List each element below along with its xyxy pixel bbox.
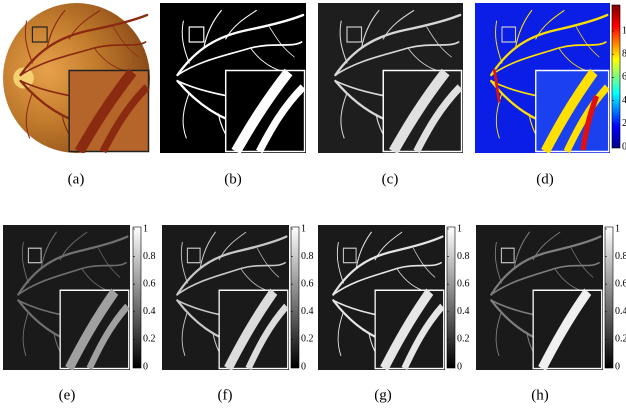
colorbar-tick-label: 0 bbox=[622, 141, 626, 152]
panel-label: (h) bbox=[531, 387, 549, 403]
colorbar-tick-label: 1 bbox=[143, 223, 148, 234]
panel-image bbox=[318, 3, 463, 153]
panel-label: (c) bbox=[382, 171, 399, 187]
panel-label: (e) bbox=[59, 387, 76, 403]
colorbar-tick-label: 0 bbox=[143, 361, 148, 372]
colorbar-tick-label: 0 bbox=[457, 361, 462, 372]
colorbar-tick-label: 10 bbox=[622, 25, 626, 36]
colorbar-tick-label: 0 bbox=[615, 361, 620, 372]
panel: (a) bbox=[3, 3, 150, 187]
colorbar-tick-label: 0.4 bbox=[143, 306, 156, 317]
colorbar-tick-label: 1 bbox=[301, 223, 306, 234]
colorbar-tick-label: 6 bbox=[622, 72, 626, 83]
colorbar-tick-label: 0 bbox=[301, 361, 306, 372]
figure: (a)(b)(c)(d)0246810(e)00.20.40.60.81(f)0… bbox=[0, 0, 626, 413]
panel: (c) bbox=[318, 3, 463, 187]
panel-label: (a) bbox=[68, 171, 85, 187]
panel-image bbox=[3, 3, 150, 153]
colorbar-tick-label: 0.4 bbox=[457, 306, 470, 317]
colorbar-tick-label: 0.6 bbox=[301, 278, 314, 289]
panel: (e) 0 0.2 0.4 0.6 0.8 1 bbox=[3, 223, 156, 403]
colorbar-tick-label: 8 bbox=[622, 48, 626, 59]
panel: (h) 0 0.2 0.4 0.6 0.8 1 bbox=[476, 223, 626, 403]
colorbar-tick-label: 0.6 bbox=[615, 278, 626, 289]
panel-image bbox=[162, 225, 289, 370]
colorbar-tick-label: 0.2 bbox=[301, 334, 314, 345]
colorbar-tick-label: 4 bbox=[622, 95, 626, 106]
panel-label: (g) bbox=[374, 387, 392, 403]
colorbar-tick-label: 1 bbox=[615, 223, 620, 234]
colorbar-tick-label: 0.2 bbox=[615, 334, 626, 345]
colorbar bbox=[447, 227, 455, 368]
colorbar-tick-label: 0.2 bbox=[457, 334, 470, 345]
panel-image bbox=[3, 225, 130, 370]
panel-label: (f) bbox=[218, 387, 233, 403]
colorbar bbox=[291, 227, 299, 368]
colorbar bbox=[133, 227, 141, 368]
colorbar-tick-label: 1 bbox=[457, 223, 462, 234]
colorbar-tick-label: 0.4 bbox=[615, 306, 626, 317]
colorbar bbox=[605, 227, 613, 368]
panel-image bbox=[318, 225, 445, 370]
colorbar-tick-label: 0.8 bbox=[615, 251, 626, 262]
colorbar-tick-label: 0.8 bbox=[143, 251, 156, 262]
panel: (g) 0 0.2 0.4 0.6 0.8 1 bbox=[318, 223, 470, 403]
panel-label: (d) bbox=[536, 171, 554, 187]
colorbar-tick-label: 0.8 bbox=[301, 251, 314, 262]
panel: (f) 0 0.2 0.4 0.6 0.8 1 bbox=[162, 223, 314, 403]
colorbar-tick-label: 0.6 bbox=[143, 278, 156, 289]
colorbar-tick-label: 0.4 bbox=[301, 306, 314, 317]
panel-image bbox=[160, 3, 306, 153]
colorbar bbox=[612, 5, 620, 148]
colorbar-tick-label: 2 bbox=[622, 118, 626, 129]
panel: (d) 0 2 4 6 8 10 bbox=[475, 3, 626, 187]
colorbar-tick-label: 0.2 bbox=[143, 334, 156, 345]
colorbar-tick-label: 0.6 bbox=[457, 278, 470, 289]
colorbar-tick-label: 0.8 bbox=[457, 251, 470, 262]
panel-label: (b) bbox=[224, 171, 242, 187]
panel-image bbox=[476, 225, 603, 370]
panel-image bbox=[475, 3, 610, 153]
panel: (b) bbox=[160, 3, 306, 187]
